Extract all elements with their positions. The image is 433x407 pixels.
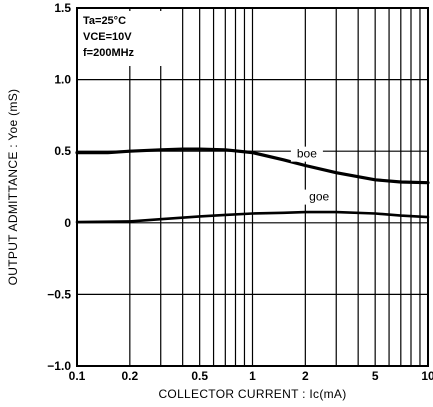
conditions-box: Ta=25°C VCE=10V f=200MHz	[80, 11, 180, 66]
condition-line: f=200MHz	[83, 47, 135, 59]
y-tick-label: 0	[64, 216, 71, 230]
curve-label-goe: goe	[309, 190, 329, 204]
y-tick-label: −1.0	[47, 359, 71, 373]
curve-labels: boe goe	[290, 146, 336, 205]
curve-label-bg	[290, 146, 323, 162]
curve-label-bg	[303, 189, 336, 205]
condition-line: VCE=10V	[83, 31, 132, 43]
y-tick-label: −0.5	[47, 287, 71, 301]
grid-lines	[77, 8, 428, 366]
y-tick-label: 1.0	[54, 73, 71, 87]
x-tick-label: 0.2	[121, 369, 138, 383]
y-tick-label: 1.5	[54, 1, 71, 15]
y-axis-title: OUTPUT ADMITTANCE : Yoe (mS)	[6, 89, 20, 286]
curves	[75, 147, 430, 224]
series-line-goe	[75, 210, 430, 224]
y-tick-label: 0.5	[54, 144, 71, 158]
condition-line: Ta=25°C	[83, 15, 126, 27]
x-tick-label: 0.1	[69, 369, 86, 383]
x-tick-label: 10	[421, 369, 433, 383]
curve-label-boe: boe	[297, 147, 317, 161]
tick-labels: 0.1 0.2 0.5 1 2 5 10 −1.0 −0.5 0 0.5 1.0 1.5	[47, 1, 433, 383]
x-tick-label: 1	[249, 369, 256, 383]
plot-frame	[76, 7, 429, 367]
series-line-boe	[75, 147, 430, 185]
x-tick-label: 2	[302, 369, 309, 383]
x-tick-label: 5	[372, 369, 379, 383]
conditions-bg	[80, 11, 180, 66]
x-tick-label: 0.5	[191, 369, 208, 383]
x-axis-title: COLLECTOR CURRENT : Ic(mA)	[158, 387, 346, 401]
